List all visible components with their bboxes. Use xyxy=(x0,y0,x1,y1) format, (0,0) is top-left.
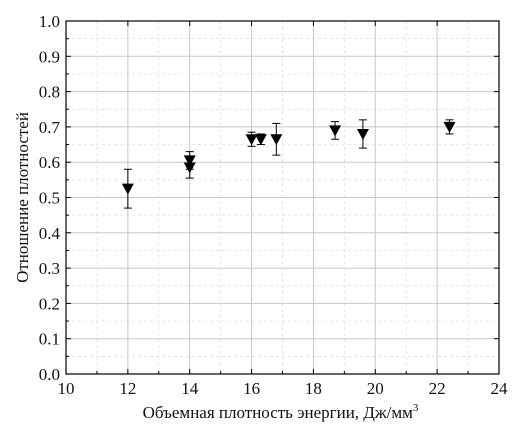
data-point xyxy=(183,156,196,179)
x-tick-label: 14 xyxy=(181,379,199,398)
triangle-down-marker xyxy=(121,183,134,195)
x-axis-label-superscript: 3 xyxy=(413,402,419,414)
triangle-down-marker xyxy=(183,162,196,174)
y-tick-label: 0.9 xyxy=(39,47,60,66)
data-point xyxy=(356,119,369,149)
x-axis-label: Объемная плотность энергии, Дж/мм3 xyxy=(143,402,419,422)
y-tick-label: 0.3 xyxy=(39,259,60,278)
x-tick-label: 16 xyxy=(243,379,260,398)
y-tick-label: 0.7 xyxy=(39,118,61,137)
x-tick-label: 12 xyxy=(119,379,136,398)
x-tick-label: 22 xyxy=(429,379,446,398)
triangle-down-marker xyxy=(245,134,258,146)
data-point xyxy=(245,131,258,147)
y-tick-label: 0.6 xyxy=(39,153,60,172)
y-tick-label: 0.2 xyxy=(39,294,60,313)
y-tick-label: 0.8 xyxy=(39,83,60,102)
triangle-down-marker xyxy=(443,121,456,133)
data-point xyxy=(329,121,342,140)
y-axis-label: Отношение плотностей xyxy=(13,112,32,283)
data-point xyxy=(270,122,283,156)
y-tick-label: 0.1 xyxy=(39,330,60,349)
data-points xyxy=(121,119,456,209)
triangle-down-marker xyxy=(254,134,267,146)
tick-labels: 10 12 14 16 18 20 22 24 0.0 0.1 0.2 0.3 0.4 0.5 0.6 0.7… xyxy=(39,12,508,398)
y-tick-label: 1.0 xyxy=(39,12,60,31)
y-tick-label: 0.5 xyxy=(39,189,60,208)
data-point xyxy=(443,119,456,135)
data-point xyxy=(254,133,267,146)
x-tick-label: 18 xyxy=(305,379,322,398)
grid xyxy=(65,20,500,375)
triangle-down-marker xyxy=(329,125,342,137)
x-tick-label: 24 xyxy=(491,379,509,398)
x-tick-label: 10 xyxy=(58,379,75,398)
axis-ticks xyxy=(65,20,500,375)
y-tick-label: 0.0 xyxy=(39,365,60,384)
triangle-down-marker xyxy=(270,134,283,146)
x-tick-label: 20 xyxy=(367,379,384,398)
x-axis-label-text: Объемная плотность энергии, Дж/мм xyxy=(143,403,414,422)
triangle-down-marker xyxy=(356,128,369,140)
data-point xyxy=(121,168,134,209)
plot-frame xyxy=(65,20,500,375)
y-tick-label: 0.4 xyxy=(39,224,61,243)
